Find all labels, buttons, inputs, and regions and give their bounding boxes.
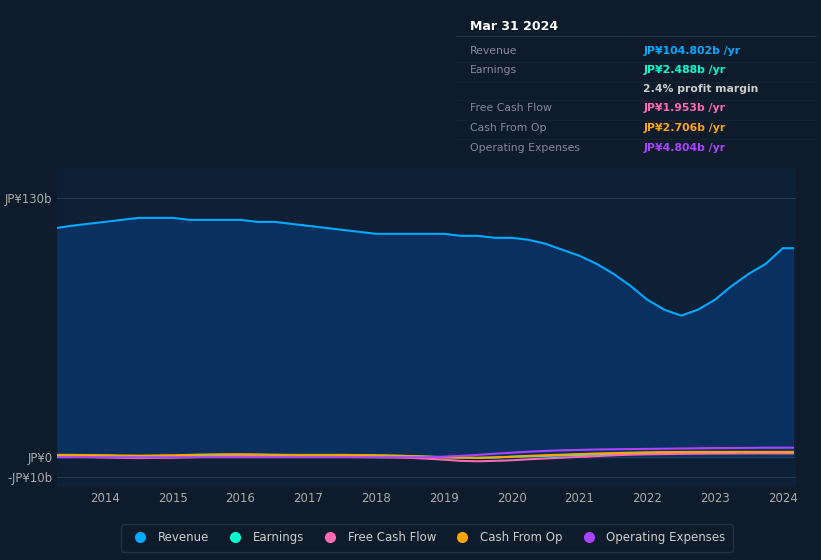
Text: JP¥4.804b /yr: JP¥4.804b /yr xyxy=(644,142,726,152)
Text: Free Cash Flow: Free Cash Flow xyxy=(470,103,552,113)
Text: 2.4% profit margin: 2.4% profit margin xyxy=(644,83,759,94)
Text: JP¥104.802b /yr: JP¥104.802b /yr xyxy=(644,46,741,56)
Text: JP¥1.953b /yr: JP¥1.953b /yr xyxy=(644,103,726,113)
Text: Revenue: Revenue xyxy=(470,46,517,56)
Text: Operating Expenses: Operating Expenses xyxy=(470,142,580,152)
Legend: Revenue, Earnings, Free Cash Flow, Cash From Op, Operating Expenses: Revenue, Earnings, Free Cash Flow, Cash … xyxy=(122,524,732,552)
Text: Cash From Op: Cash From Op xyxy=(470,123,547,133)
Text: JP¥2.706b /yr: JP¥2.706b /yr xyxy=(644,123,726,133)
Text: JP¥2.488b /yr: JP¥2.488b /yr xyxy=(644,66,726,76)
Text: Mar 31 2024: Mar 31 2024 xyxy=(470,21,558,34)
Text: Earnings: Earnings xyxy=(470,66,517,76)
